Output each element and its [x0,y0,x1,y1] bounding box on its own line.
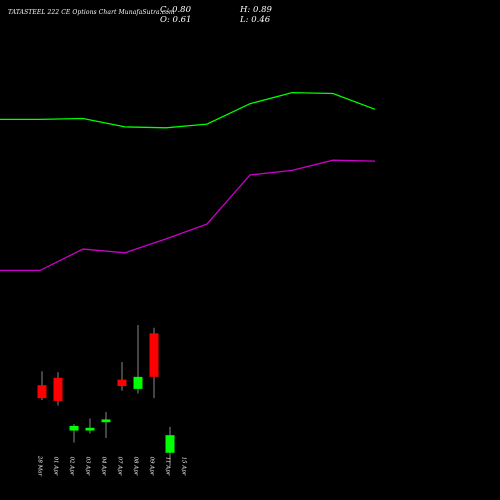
x-axis-tick-labels: 28 Mar 01 Apr 02 Apr 03 Apr 04 Apr 07 Apr 08 A… [37,455,187,477]
x-tick-label: 03 Apr [85,457,91,476]
x-tick-label: 08 Apr [133,457,139,476]
candle-body [165,435,175,453]
candlesticks [37,325,175,467]
x-tick-label: 11 Apr [165,457,171,476]
x-tick-label: 28 Mar [37,455,43,477]
low-value: L: 0.46 [240,15,271,25]
open-value: O: 0.61 [160,15,192,25]
band-line-upper [0,91,376,129]
candle-body [85,427,95,431]
x-tick-label: 07 Apr [117,457,123,476]
x-tick-label: 09 Apr [149,457,155,476]
candle-body [117,379,127,387]
candle-body [101,419,111,423]
candle-body [53,377,63,401]
x-tick-label: 04 Apr [101,457,107,476]
high-value: H: 0.89 [240,5,272,15]
close-value: C: 0.80 [160,5,191,15]
band-line-lower [0,159,376,272]
x-tick-label: 15 Apr [181,457,187,476]
x-tick-label: 02 Apr [69,457,75,476]
candle-body [133,376,143,389]
candle-body [37,385,47,399]
x-tick-label: 01 Apr [53,457,59,476]
candle-body [69,425,79,431]
indicator-bands [0,91,376,272]
chart-title: TATASTEEL 222 CE Options Chart MunafaSut… [8,9,175,16]
candle-body [149,333,159,377]
